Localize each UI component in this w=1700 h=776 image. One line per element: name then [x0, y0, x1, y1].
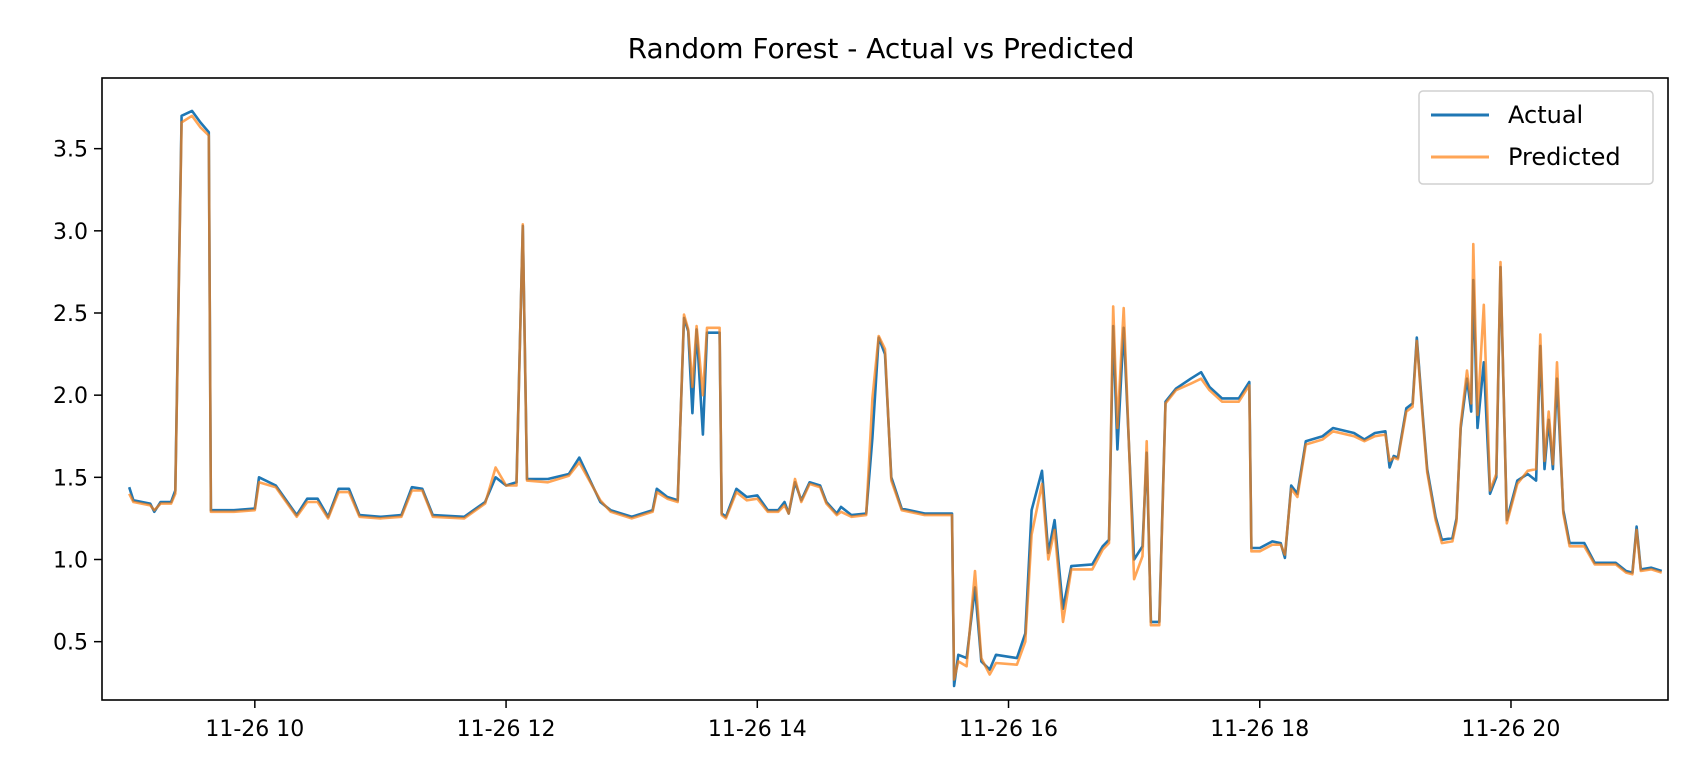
legend: Actual Predicted	[1418, 90, 1654, 185]
x-tick-label: 11-26 10	[205, 717, 304, 742]
x-axis: 11-26 10 11-26 12 11-26 14 11-26 16 11-26 18…	[205, 700, 1560, 742]
x-tick-label: 11-26 20	[1462, 717, 1561, 742]
chart-title: Random Forest - Actual vs Predicted	[628, 32, 1135, 65]
y-tick-label: 2.0	[53, 384, 88, 409]
y-tick-label: 3.0	[53, 220, 88, 245]
plot-frame	[101, 77, 1669, 701]
x-tick-label: 11-26 12	[457, 717, 556, 742]
y-tick-label: 2.5	[53, 302, 88, 327]
y-tick-label: 0.5	[53, 631, 88, 656]
plot-lines	[127, 109, 1663, 688]
y-axis: 0.5 1.0 1.5 2.0 2.5 3.0 3.5	[53, 138, 102, 656]
y-tick-label: 3.5	[53, 138, 88, 163]
legend-label-actual: Actual	[1508, 101, 1583, 129]
x-tick-label: 11-26 18	[1210, 717, 1309, 742]
y-tick-label: 1.5	[53, 466, 88, 491]
legend-label-predicted: Predicted	[1508, 143, 1621, 171]
series-line-predicted	[128, 114, 1663, 681]
x-tick-label: 11-26 14	[708, 717, 807, 742]
x-tick-label: 11-26 16	[959, 717, 1058, 742]
y-tick-label: 1.0	[53, 548, 88, 573]
